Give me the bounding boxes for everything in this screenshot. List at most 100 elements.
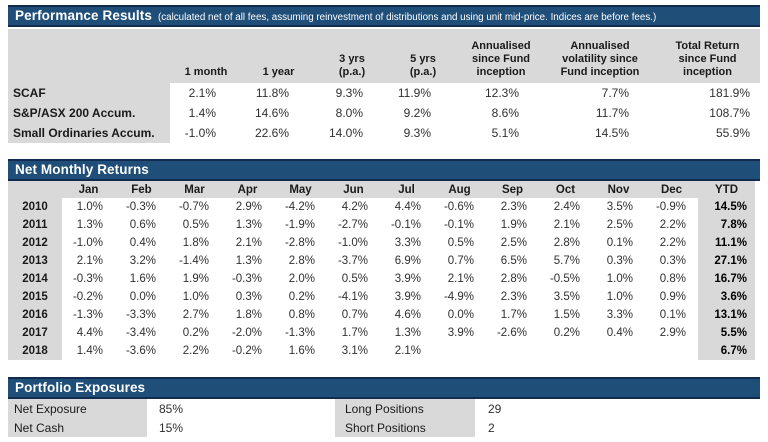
cell-value: 1.0% bbox=[76, 201, 103, 213]
cell-value: 1.9% bbox=[500, 219, 527, 231]
cell-value: 2.8% bbox=[500, 273, 527, 285]
cell-value: 4.4% bbox=[76, 327, 103, 339]
cell-value: 0.5% bbox=[341, 273, 368, 285]
cell-value: -0.6% bbox=[443, 201, 474, 213]
cell-value: -1.0% bbox=[337, 237, 368, 249]
section-gap bbox=[8, 143, 760, 159]
cell-value: 2.1% bbox=[188, 86, 216, 100]
cell-value: 5.1% bbox=[491, 126, 519, 140]
cell-value: 1.8% bbox=[235, 309, 262, 321]
monthly-header-row: Jan Feb Mar Apr May Jun Jul Aug Sep Oct Nov Dec YTD bbox=[8, 181, 755, 198]
cell-value: 0.1% bbox=[606, 237, 633, 249]
monthly-title: Net Monthly Returns bbox=[15, 162, 149, 177]
cell-value: 2.7% bbox=[182, 309, 209, 321]
cell-value: -0.5% bbox=[549, 273, 580, 285]
column-header: 5 yrs (p.a.) bbox=[389, 29, 457, 83]
cell-value: -0.2% bbox=[231, 345, 262, 357]
column-header: Feb bbox=[115, 181, 168, 198]
cell-value: -1.3% bbox=[284, 327, 315, 339]
cell-value: 2.8% bbox=[288, 255, 315, 267]
cell-value: 4.4% bbox=[394, 201, 421, 213]
cell-value: 1.8% bbox=[182, 237, 209, 249]
cell-value: -3.6% bbox=[125, 345, 156, 357]
cell-value: -3.4% bbox=[125, 327, 156, 339]
cell-value: 3.3% bbox=[394, 237, 421, 249]
year-label: 2010 bbox=[8, 198, 62, 216]
cell-value: -0.3% bbox=[231, 273, 262, 285]
cell-value bbox=[539, 342, 592, 360]
cell-value: 3.9% bbox=[394, 291, 421, 303]
cell-value: 0.8% bbox=[288, 309, 315, 321]
cell-value: -4.1% bbox=[337, 291, 368, 303]
column-header: Dec bbox=[645, 181, 698, 198]
cell-value: 8.0% bbox=[335, 106, 363, 120]
net-exposure-label: Net Exposure bbox=[8, 399, 147, 418]
cell-value bbox=[433, 342, 486, 360]
cell-value: -0.1% bbox=[443, 219, 474, 231]
cell-value: 1.4% bbox=[188, 106, 216, 120]
cell-value: 3.9% bbox=[394, 273, 421, 285]
year-label: 2017 bbox=[8, 324, 62, 342]
cell-value: 1.3% bbox=[394, 327, 421, 339]
cell-value: -0.1% bbox=[390, 219, 421, 231]
cell-value: -1.3% bbox=[72, 309, 103, 321]
ytd-value: 7.8% bbox=[698, 216, 755, 234]
cell-value: 3.5% bbox=[606, 201, 633, 213]
cell-value: 2.5% bbox=[500, 237, 527, 249]
column-header: Sep bbox=[486, 181, 539, 198]
table-row: 2011 1.3% 0.6% 0.5% 1.3% -1.9% -2.7% -0.1% -0.1%… bbox=[8, 216, 755, 234]
performance-header-bar: Performance Results (calculated net of a… bbox=[8, 5, 760, 27]
long-positions-label: Long Positions bbox=[335, 399, 475, 418]
cell-value: 1.0% bbox=[606, 273, 633, 285]
cell-value: 0.3% bbox=[659, 255, 686, 267]
cell-value: -4.9% bbox=[443, 291, 474, 303]
year-label: 2018 bbox=[8, 342, 62, 360]
cell-value: 3.5% bbox=[553, 291, 580, 303]
column-header: May bbox=[274, 181, 327, 198]
monthly-returns-section: Net Monthly Returns Jan Feb Mar Apr May Jun Ju… bbox=[8, 159, 760, 360]
cell-value: 3.1% bbox=[341, 345, 368, 357]
cell-value: 0.7% bbox=[341, 309, 368, 321]
cell-value: -3.3% bbox=[125, 309, 156, 321]
monthly-header-bar: Net Monthly Returns bbox=[8, 159, 760, 181]
cell-value: 9.3% bbox=[403, 126, 431, 140]
monthly-corner-cell bbox=[8, 181, 62, 198]
table-row: 2015 -0.2% 0.0% 1.0% 0.3% 0.2% -4.1% 3.9% -4.9% 2… bbox=[8, 288, 755, 306]
portfolio-title: Portfolio Exposures bbox=[15, 380, 146, 395]
cell-value: 2.3% bbox=[500, 291, 527, 303]
cell-value: 1.3% bbox=[76, 219, 103, 231]
cell-value: 1.6% bbox=[129, 273, 156, 285]
year-label: 2015 bbox=[8, 288, 62, 306]
column-header: Jan bbox=[62, 181, 115, 198]
cell-value: 2.5% bbox=[606, 219, 633, 231]
table-row: 2014 -0.3% 1.6% 1.9% -0.3% 2.0% 0.5% 3.9% 2.1% 2.… bbox=[8, 270, 755, 288]
cell-value: 2.1% bbox=[447, 273, 474, 285]
cell-value: 0.6% bbox=[129, 219, 156, 231]
cell-value: 0.3% bbox=[235, 291, 262, 303]
cell-value: 2.1% bbox=[394, 345, 421, 357]
year-label: 2011 bbox=[8, 216, 62, 234]
ytd-value: 11.1% bbox=[698, 234, 755, 252]
cell-value: 0.2% bbox=[553, 327, 580, 339]
cell-value: 4.2% bbox=[341, 201, 368, 213]
cell-value: 14.0% bbox=[328, 126, 363, 140]
cell-value: 7.7% bbox=[601, 86, 629, 100]
cell-value: 0.4% bbox=[129, 237, 156, 249]
ytd-value: 3.6% bbox=[698, 288, 755, 306]
cell-value: 0.2% bbox=[288, 291, 315, 303]
cell-value: 1.6% bbox=[288, 345, 315, 357]
portfolio-rows: Net Exposure 85% Long Positions 29 Net C… bbox=[8, 399, 760, 437]
cell-value: 1.3% bbox=[235, 255, 262, 267]
year-label: 2014 bbox=[8, 270, 62, 288]
cell-value: 0.8% bbox=[659, 273, 686, 285]
year-label: 2012 bbox=[8, 234, 62, 252]
column-header: Jun bbox=[327, 181, 380, 198]
row-label: SCAF bbox=[8, 83, 170, 103]
cell-value: -0.3% bbox=[72, 273, 103, 285]
cell-value: 9.3% bbox=[335, 86, 363, 100]
cell-value: 2.2% bbox=[659, 219, 686, 231]
cell-value: 0.9% bbox=[659, 291, 686, 303]
table-row: 2016 -1.3% -3.3% 2.7% 1.8% 0.8% 0.7% 4.6% 0.0% 1.… bbox=[8, 306, 755, 324]
cell-value: 1.7% bbox=[500, 309, 527, 321]
cell-value: -3.7% bbox=[337, 255, 368, 267]
